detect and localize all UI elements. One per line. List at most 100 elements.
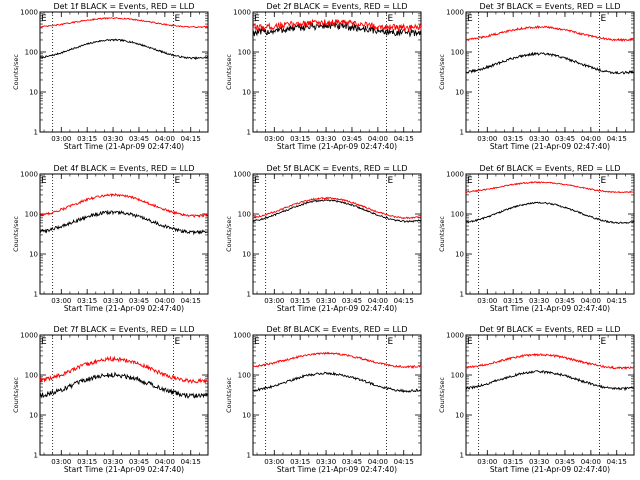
plot-frame bbox=[465, 11, 635, 133]
x-tick-label: 03:30 bbox=[103, 297, 123, 305]
x-tick-label: 03:15 bbox=[77, 297, 97, 305]
series-events-line bbox=[252, 371, 422, 394]
chart-panel-4: Det 4f BLACK = Events, RED = LLD 1 10 100 10… bbox=[12, 164, 209, 313]
y-tick-label: 1000 bbox=[446, 332, 464, 340]
plot-frame bbox=[252, 11, 422, 133]
y-tick-label: 100 bbox=[451, 372, 464, 380]
plot-frame bbox=[465, 173, 635, 295]
y-tick-label: 1000 bbox=[20, 332, 38, 340]
x-tick-label: 04:15 bbox=[181, 297, 201, 305]
x-tick-label: 04:15 bbox=[607, 297, 627, 305]
x-axis-label: Start Time (21-Apr-09 02:47:40) bbox=[64, 304, 184, 313]
time-marker-label: E bbox=[467, 14, 473, 24]
x-tick-label: 03:30 bbox=[529, 297, 549, 305]
chart-panel-2: Det 2f BLACK = Events, RED = LLD 1 10 100 10… bbox=[225, 2, 422, 151]
x-tick-label: 03:00 bbox=[51, 135, 71, 143]
x-tick-label: 04:00 bbox=[581, 297, 601, 305]
y-tick-label: 10 bbox=[29, 89, 38, 97]
series-lld-line bbox=[39, 192, 209, 219]
y-tick-label: 1000 bbox=[446, 9, 464, 17]
panel-title: Det 6f BLACK = Events, RED = LLD bbox=[479, 164, 620, 173]
x-tick-label: 03:45 bbox=[555, 458, 575, 466]
series-events-line bbox=[252, 21, 422, 38]
y-tick-label: 100 bbox=[451, 211, 464, 219]
panel-title: Det 9f BLACK = Events, RED = LLD bbox=[479, 325, 620, 334]
series-events-line bbox=[39, 209, 209, 236]
x-tick-label: 03:45 bbox=[129, 458, 149, 466]
series-lld-line bbox=[465, 25, 635, 42]
time-marker-label: E bbox=[41, 176, 47, 186]
x-tick-label: 03:15 bbox=[503, 135, 523, 143]
time-marker-label: E bbox=[600, 14, 606, 24]
series-lld-line bbox=[252, 351, 422, 369]
y-tick-label: 100 bbox=[25, 372, 38, 380]
y-axis-label: Counts/sec bbox=[438, 216, 446, 252]
x-axis-label: Start Time (21-Apr-09 02:47:40) bbox=[64, 465, 184, 474]
y-tick-label: 1 bbox=[34, 291, 38, 299]
series-events-line bbox=[252, 199, 422, 223]
x-tick-label: 04:15 bbox=[607, 458, 627, 466]
y-tick-label: 10 bbox=[455, 251, 464, 259]
chart-panel-9: Det 9f BLACK = Events, RED = LLD 1 10 100 10… bbox=[438, 325, 635, 474]
panel-title: Det 5f BLACK = Events, RED = LLD bbox=[266, 164, 407, 173]
x-tick-label: 04:15 bbox=[181, 135, 201, 143]
x-axis-label: Start Time (21-Apr-09 02:47:40) bbox=[277, 304, 397, 313]
x-tick-label: 03:30 bbox=[529, 458, 549, 466]
x-tick-label: 03:45 bbox=[342, 458, 362, 466]
x-tick-label: 03:00 bbox=[477, 458, 497, 466]
x-tick-label: 03:45 bbox=[129, 135, 149, 143]
x-tick-label: 03:15 bbox=[77, 135, 97, 143]
series-lld-line bbox=[252, 18, 422, 33]
x-tick-label: 04:00 bbox=[581, 458, 601, 466]
x-axis-label: Start Time (21-Apr-09 02:47:40) bbox=[64, 142, 184, 151]
x-tick-label: 03:30 bbox=[529, 135, 549, 143]
x-axis-label: Start Time (21-Apr-09 02:47:40) bbox=[490, 142, 610, 151]
series-lld-line bbox=[465, 352, 635, 370]
time-marker-label: E bbox=[467, 337, 473, 347]
y-tick-label: 100 bbox=[238, 211, 251, 219]
x-axis-label: Start Time (21-Apr-09 02:47:40) bbox=[490, 465, 610, 474]
chart-panel-5: Det 5f BLACK = Events, RED = LLD 1 10 100 10… bbox=[225, 164, 422, 313]
x-tick-label: 04:00 bbox=[155, 135, 175, 143]
y-tick-label: 10 bbox=[455, 412, 464, 420]
time-marker-label: E bbox=[41, 337, 47, 347]
x-tick-label: 04:15 bbox=[394, 135, 414, 143]
x-tick-label: 03:30 bbox=[316, 297, 336, 305]
y-tick-label: 1 bbox=[247, 129, 251, 137]
series-events-line bbox=[465, 201, 634, 225]
time-marker-label: E bbox=[174, 337, 180, 347]
x-tick-label: 04:15 bbox=[394, 458, 414, 466]
y-tick-label: 1000 bbox=[233, 332, 251, 340]
x-tick-label: 04:00 bbox=[581, 135, 601, 143]
y-tick-label: 100 bbox=[238, 49, 251, 57]
y-axis-label: Counts/sec bbox=[438, 377, 446, 413]
plot-frame bbox=[252, 334, 422, 456]
series-lld-line bbox=[39, 17, 209, 29]
chart-panel-7: Det 7f BLACK = Events, RED = LLD 1 10 100 10… bbox=[12, 325, 209, 474]
time-marker-label: E bbox=[387, 14, 393, 24]
y-tick-label: 1000 bbox=[446, 171, 464, 179]
time-marker-label: E bbox=[174, 14, 180, 24]
y-tick-label: 1 bbox=[247, 291, 251, 299]
y-tick-label: 10 bbox=[29, 412, 38, 420]
plot-frame bbox=[39, 334, 209, 456]
x-tick-label: 04:15 bbox=[607, 135, 627, 143]
x-tick-label: 03:45 bbox=[342, 297, 362, 305]
y-tick-label: 100 bbox=[25, 211, 38, 219]
y-tick-label: 100 bbox=[238, 372, 251, 380]
chart-panel-8: Det 8f BLACK = Events, RED = LLD 1 10 100 10… bbox=[225, 325, 422, 474]
y-tick-label: 1 bbox=[34, 452, 38, 460]
x-tick-label: 03:45 bbox=[555, 135, 575, 143]
y-tick-label: 10 bbox=[29, 251, 38, 259]
x-tick-label: 03:30 bbox=[316, 458, 336, 466]
x-axis-label: Start Time (21-Apr-09 02:47:40) bbox=[277, 465, 397, 474]
time-marker-label: E bbox=[254, 176, 260, 186]
y-axis-label: Counts/sec bbox=[225, 377, 233, 413]
panel-title: Det 4f BLACK = Events, RED = LLD bbox=[53, 164, 194, 173]
y-tick-label: 10 bbox=[455, 89, 464, 97]
y-tick-label: 1 bbox=[460, 452, 464, 460]
plot-frame bbox=[465, 334, 635, 456]
y-tick-label: 1000 bbox=[20, 9, 38, 17]
panel-title: Det 1f BLACK = Events, RED = LLD bbox=[53, 2, 194, 11]
